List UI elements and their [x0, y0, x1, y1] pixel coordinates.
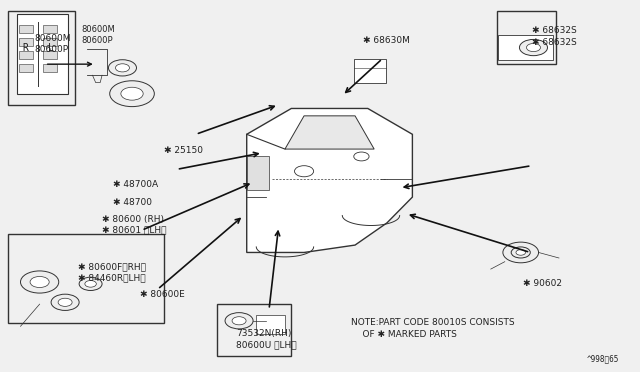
Text: ✱ 80600E: ✱ 80600E	[140, 291, 185, 299]
Bar	[19, 38, 33, 46]
Circle shape	[58, 298, 72, 307]
Text: ^998⁄65: ^998⁄65	[587, 354, 620, 363]
Text: NOTE:PART CODE 80010S CONSISTS
    OF ✱ MARKED PARTS: NOTE:PART CODE 80010S CONSISTS OF ✱ MARK…	[351, 318, 514, 339]
Circle shape	[516, 250, 525, 255]
Bar	[43, 51, 57, 59]
Bar	[43, 64, 57, 71]
Circle shape	[354, 152, 369, 161]
Bar	[354, 59, 386, 83]
Circle shape	[121, 87, 143, 100]
Bar	[19, 64, 33, 71]
Text: ✱ 80600 (RH)
✱ 80601 〈LH〉: ✱ 80600 (RH) ✱ 80601 〈LH〉	[102, 215, 166, 235]
Circle shape	[512, 247, 530, 258]
Circle shape	[20, 271, 59, 293]
Circle shape	[527, 44, 540, 52]
Text: ✱ 68632S
✱ 68632S: ✱ 68632S ✱ 68632S	[532, 26, 576, 46]
Bar	[8, 11, 75, 105]
Circle shape	[511, 247, 531, 258]
Circle shape	[85, 280, 97, 287]
Bar	[246, 157, 269, 190]
Bar	[43, 38, 57, 46]
Circle shape	[225, 312, 253, 329]
Text: ✱ 48700: ✱ 48700	[113, 198, 152, 207]
Text: L: L	[48, 42, 54, 52]
Text: ✱ 48700A: ✱ 48700A	[113, 180, 158, 189]
Circle shape	[294, 166, 314, 177]
Polygon shape	[246, 109, 412, 253]
Text: R: R	[22, 42, 29, 52]
Polygon shape	[285, 116, 374, 149]
Circle shape	[520, 39, 547, 56]
Circle shape	[115, 64, 129, 72]
Bar	[256, 315, 285, 334]
Bar	[8, 234, 164, 323]
Bar	[17, 14, 68, 94]
Bar	[497, 11, 556, 64]
Circle shape	[30, 276, 49, 288]
Circle shape	[232, 317, 246, 325]
Bar	[499, 35, 552, 61]
Bar	[217, 304, 291, 356]
Circle shape	[503, 242, 539, 263]
Bar	[19, 51, 33, 59]
Text: ✱ 90602: ✱ 90602	[523, 279, 562, 288]
Circle shape	[109, 81, 154, 107]
Text: ✱ 68630M: ✱ 68630M	[364, 36, 410, 45]
Text: 80600M
80600P: 80600M 80600P	[81, 25, 115, 45]
Circle shape	[51, 294, 79, 310]
Circle shape	[79, 277, 102, 291]
Bar	[43, 25, 57, 33]
Bar	[19, 25, 33, 33]
Text: 80600M
80600P: 80600M 80600P	[35, 34, 71, 54]
Circle shape	[108, 60, 136, 76]
Text: ✱ 80600F〈RH〉
✱ 84460R〈LH〉: ✱ 80600F〈RH〉 ✱ 84460R〈LH〉	[78, 263, 146, 283]
Text: 73532N(RH)
80600U 〈LH〉: 73532N(RH) 80600U 〈LH〉	[236, 329, 296, 349]
Text: ✱ 25150: ✱ 25150	[164, 147, 203, 155]
